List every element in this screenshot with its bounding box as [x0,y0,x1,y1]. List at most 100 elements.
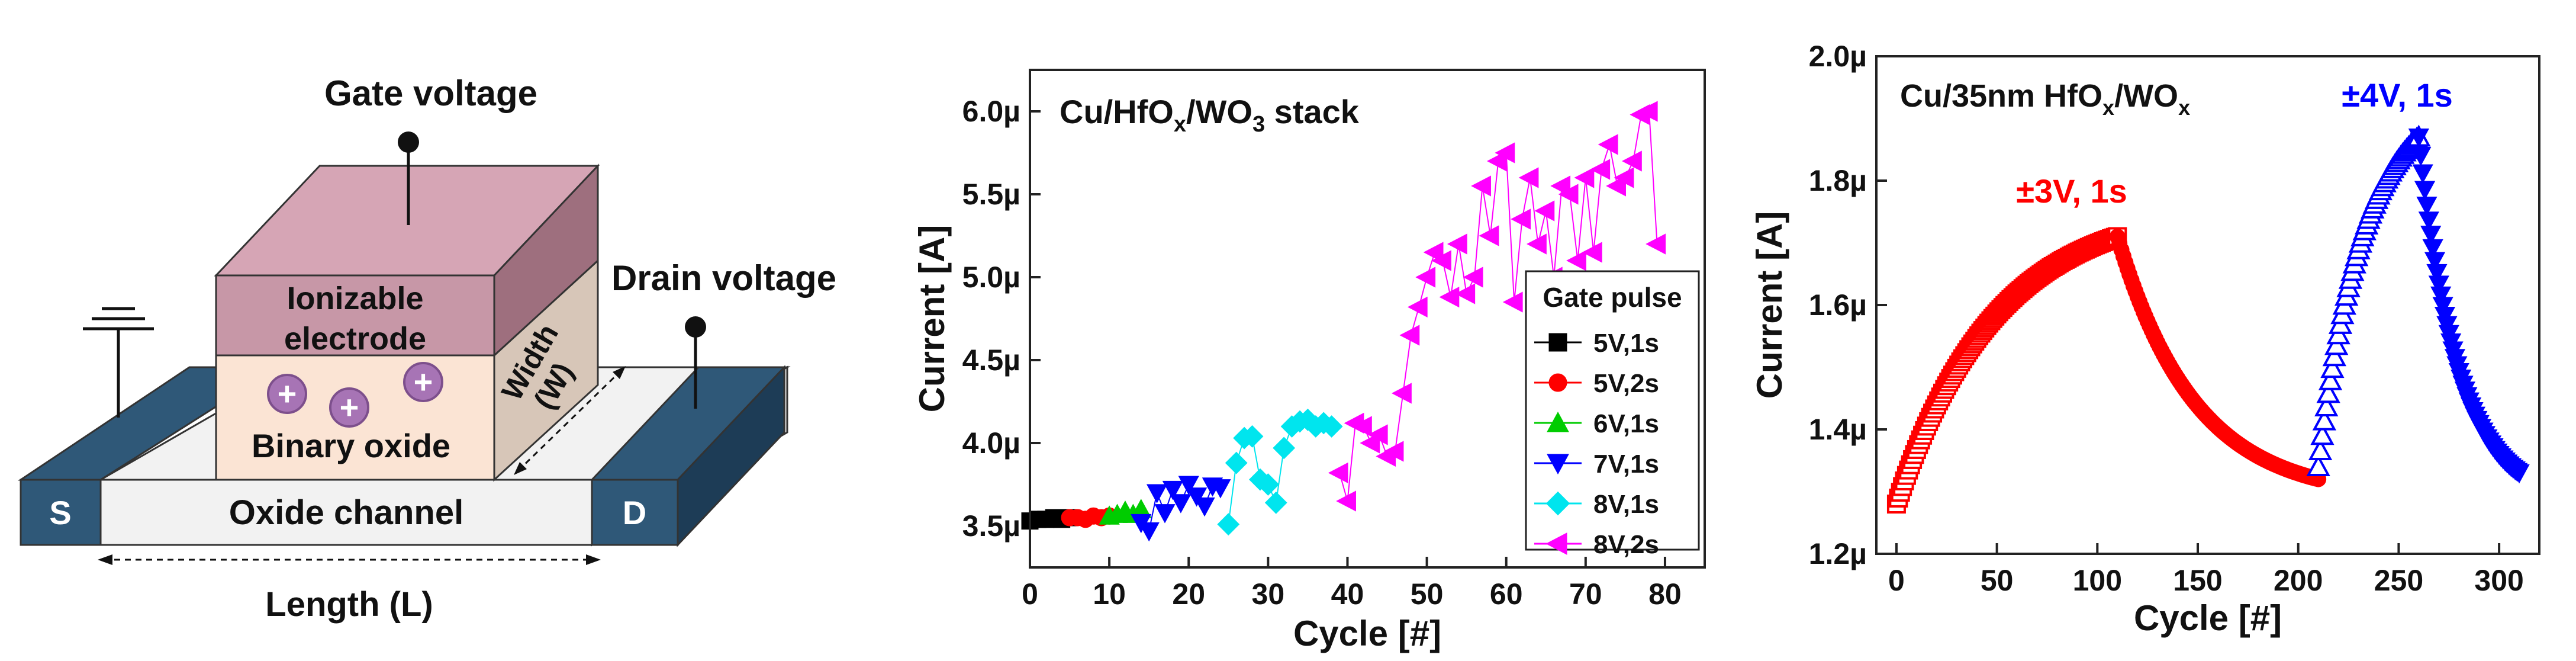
chart-2-point [2424,252,2446,271]
chart-1-point [1392,383,1412,404]
chart-1-point [1264,491,1287,514]
source-label: S [49,494,71,531]
chart-2-point [2410,147,2432,166]
chart-1-legend-label: 5V,1s [1593,329,1659,358]
chart-1-point [1146,484,1168,503]
width-arrowhead-start [514,462,527,475]
chart-1-point [1225,451,1248,474]
electrode-label-line1: Ionizable [286,281,423,316]
chart-1-point [1574,167,1595,188]
chart-1-point [1162,480,1184,500]
chart-1-point [1463,267,1483,288]
chart-1-point [1367,424,1388,445]
chart-1-point [1622,150,1642,172]
chart-1-point [1582,242,1602,263]
chart-1-xtick-label: 40 [1331,577,1364,611]
chart-1-xtick-label: 30 [1252,577,1285,611]
ion-1: + [267,374,307,414]
chart-2-point [2432,297,2453,316]
chart-1-legend-label: 8V,1s [1593,490,1659,519]
chart-1-point [1534,200,1555,222]
drain-voltage-label: Drain voltage [611,258,836,298]
chart-2-point [2308,438,2333,461]
chart-2-plot-frame [1875,55,2540,555]
chart-1-point [1431,250,1451,271]
chart-1-ytick-label: 3.5µ [962,509,1020,543]
chart-2-point [2322,344,2346,367]
length-label: Length (L) [265,585,433,624]
drain-front [591,479,679,546]
chart-1-point [1471,175,1491,197]
chart-1-point [1328,462,1348,484]
chart-1-legend-marker [1548,373,1567,392]
chart-1-point [1257,473,1280,496]
chart-1-ticks: 0 10 20 30 40 50 60 70 80 3.5µ 4.0µ 4.5µ 5.0µ 5.5µ 6.0… [962,95,1682,611]
chart-2-annotation: Cu/35nm HfOx/WOx [1900,78,2190,120]
chart-1-legend-marker [1547,411,1569,432]
chart-1-point [1479,225,1499,246]
chart-1-marks [1021,101,1666,542]
chart-1-point [1273,437,1296,460]
chart-1-legend-label: 6V,1s [1593,409,1659,438]
chart-2-point [2416,197,2437,216]
chart-1-point [1210,479,1231,499]
chart-1-point [1383,441,1404,462]
chart-1-point [1178,476,1199,495]
device-schematic: + + + Gate voltage Drain voltage Ionizab… [18,73,836,624]
chart-1-point [1170,494,1192,514]
gate-probe-tip [398,131,419,153]
chart-2-xtick-label: 0 [1888,564,1905,597]
drain-probe-tip [685,316,706,338]
chart-2-point [2414,181,2436,200]
width-arrowhead-end [613,366,626,379]
chart-1-ytick-label: 4.5µ [962,344,1020,377]
chart-1-xtick-label: 20 [1172,577,1205,611]
chart-1-ytick-label: 4.0µ [962,426,1020,460]
electrode-label-line2: electrode [284,321,426,357]
chart-1-point [1186,487,1208,507]
chart-1-plot-frame [1029,69,1706,569]
chart-1-point [1217,513,1240,536]
chart-1-ytick-label: 6.0µ [962,95,1020,128]
chart-2-point [2320,356,2345,378]
chart-2-xtick-label: 250 [2374,564,2423,597]
chart-2-ytick-label: 2.0µ [1809,40,1867,73]
chart-1-ylabel: Current [A] [912,225,952,413]
chart-1-point [1598,134,1618,155]
chart-1-point [1447,233,1467,255]
chart-1-point [1646,233,1666,255]
source-front [20,479,102,546]
chart-1-legend-marker [1545,491,1570,516]
chart-1-legend-marker [1547,454,1569,475]
chart-1-xtick-label: 60 [1490,577,1523,611]
chart-1-point [1399,325,1420,346]
chart-1-point [1320,415,1343,438]
chart-1-xtick-label: 80 [1648,577,1682,611]
chart-2-ytick-label: 1.8µ [1809,164,1867,197]
ion-2: + [329,387,369,428]
chart-1-point [1352,416,1372,437]
chart-2-point [2306,454,2330,476]
chart-2-point [2316,381,2340,403]
chart-1-ytick-label: 5.5µ [962,178,1020,211]
chart-2-point [2318,368,2343,390]
chart-1-point [1566,250,1586,271]
chart-1-point [1407,296,1428,318]
gate-voltage-label: Gate voltage [324,73,537,113]
chart-1-point [1495,142,1515,163]
chart-2-point [2422,239,2443,259]
chart-1: 0 10 20 30 40 50 60 70 80 3.5µ 4.0µ 4.5µ 5.0µ 5.5µ 6.0… [912,69,1706,653]
chart-2-point [2426,264,2448,284]
chart-2-ytick-label: 1.6µ [1809,288,1867,322]
chart-1-point [1527,233,1547,255]
width-arrow [517,369,623,472]
oxide-channel-label: Oxide channel [229,493,463,532]
chart-2-point [2509,464,2530,484]
chart-1-legend-label: 7V,1s [1593,450,1659,479]
electrode-side [493,163,599,358]
chart-1-point [1614,167,1634,188]
chart-2-xtick-label: 150 [2173,564,2222,597]
chart-1-xlabel: Cycle [#] [1293,614,1441,653]
chart-2-label-3v: ±3V, 1s [2016,172,2127,210]
chart-1-xtick-label: 0 [1022,577,1038,611]
